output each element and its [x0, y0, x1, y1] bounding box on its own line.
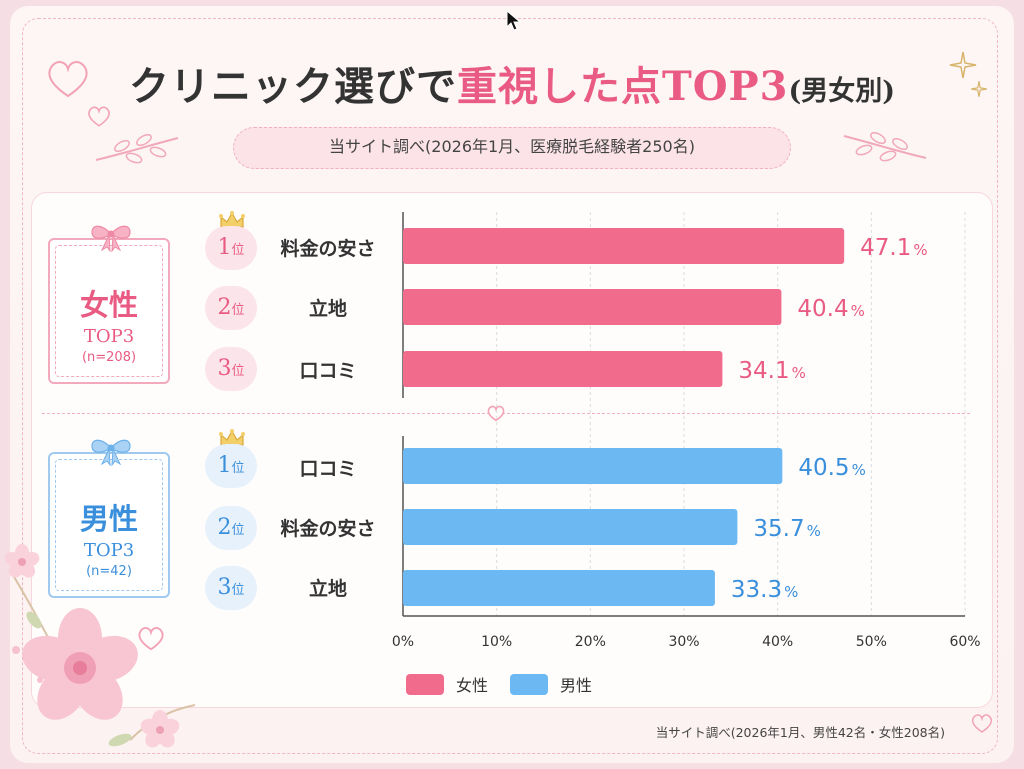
male-item-label: 立地	[308, 578, 347, 600]
female-badge: 女性 TOP3 (n=208)	[48, 225, 170, 384]
male-badge-n: (n=42)	[86, 564, 132, 579]
crown-icon	[219, 211, 245, 228]
female-rank-2: 2位	[205, 286, 257, 330]
section-divider	[42, 413, 970, 414]
female-badge-n: (n=208)	[81, 350, 137, 365]
heart-icon	[138, 627, 164, 651]
male-rank-1: 1位	[205, 444, 257, 488]
female-bar	[403, 351, 723, 387]
male-bar	[403, 509, 738, 545]
male-item-label: 口コミ	[299, 458, 357, 480]
legend-female: 女性	[406, 672, 488, 696]
sparkle-icon	[971, 81, 987, 97]
male-value-label: 35.7%	[753, 516, 820, 542]
x-tick-label: 50%	[856, 634, 887, 650]
female-rank-3: 3位	[205, 347, 257, 391]
legend-male-swatch	[510, 673, 548, 695]
footnote: 当サイト調べ(2026年1月、男性42名・女性208名)	[655, 725, 945, 740]
legend-female-label: 女性	[456, 676, 489, 695]
female-item-label: 立地	[308, 298, 347, 320]
heart-icon	[487, 405, 505, 422]
ribbon-icon	[91, 439, 131, 466]
x-tick-label: 20%	[575, 634, 606, 650]
heart-icon	[971, 714, 993, 733]
heart-icon	[48, 61, 88, 98]
female-badge-top: TOP3	[83, 326, 135, 347]
female-bar	[403, 228, 845, 264]
ribbon-icon	[91, 225, 131, 252]
male-value-label: 33.3%	[731, 577, 798, 603]
x-tick-label: 40%	[762, 634, 793, 650]
male-rank-3: 3位	[205, 566, 257, 610]
crown-icon	[219, 429, 245, 446]
legend-female-swatch	[406, 673, 444, 695]
branch-icon	[843, 131, 927, 162]
female-value-label: 40.4%	[797, 296, 864, 322]
male-bar	[403, 570, 715, 606]
title-main: クリニック選びで	[128, 63, 457, 110]
title-accent: 重視した点TOP3	[456, 63, 789, 110]
heart-icon	[88, 106, 110, 127]
survey-subtitle: 当サイト調べ(2026年1月、医療脱毛経験者250名)	[233, 127, 791, 169]
male-badge-title: 男性	[79, 502, 138, 536]
x-tick-label: 60%	[949, 634, 980, 650]
female-bar	[403, 289, 782, 325]
x-tick-label: 10%	[481, 634, 512, 650]
male-value-label: 40.5%	[798, 455, 865, 481]
female-value-label: 47.1%	[860, 235, 927, 261]
page-title: クリニック選びで重視した点TOP3(男女別)	[0, 54, 1024, 112]
female-item-label: 料金の安さ	[280, 238, 376, 260]
female-rank-1: 1位	[205, 226, 257, 270]
male-item-label: 料金の安さ	[280, 518, 376, 540]
flower-icon	[4, 544, 196, 748]
female-badge-title: 女性	[79, 288, 138, 322]
mouse-cursor-icon	[506, 10, 522, 31]
male-badge-top: TOP3	[83, 540, 135, 561]
x-tick-label: 30%	[668, 634, 699, 650]
title-sub: (男女別)	[788, 76, 896, 107]
female-value-label: 34.1%	[738, 358, 805, 384]
sparkle-icon	[949, 51, 977, 79]
legend-male-label: 男性	[560, 676, 593, 695]
female-item-label: 口コミ	[299, 360, 357, 382]
x-tick-label: 0%	[392, 634, 414, 650]
branch-icon	[95, 133, 179, 164]
male-bar	[403, 448, 783, 484]
male-badge: 男性 TOP3 (n=42)	[48, 439, 170, 598]
male-rank-2: 2位	[205, 506, 257, 550]
legend-male: 男性	[510, 672, 592, 696]
